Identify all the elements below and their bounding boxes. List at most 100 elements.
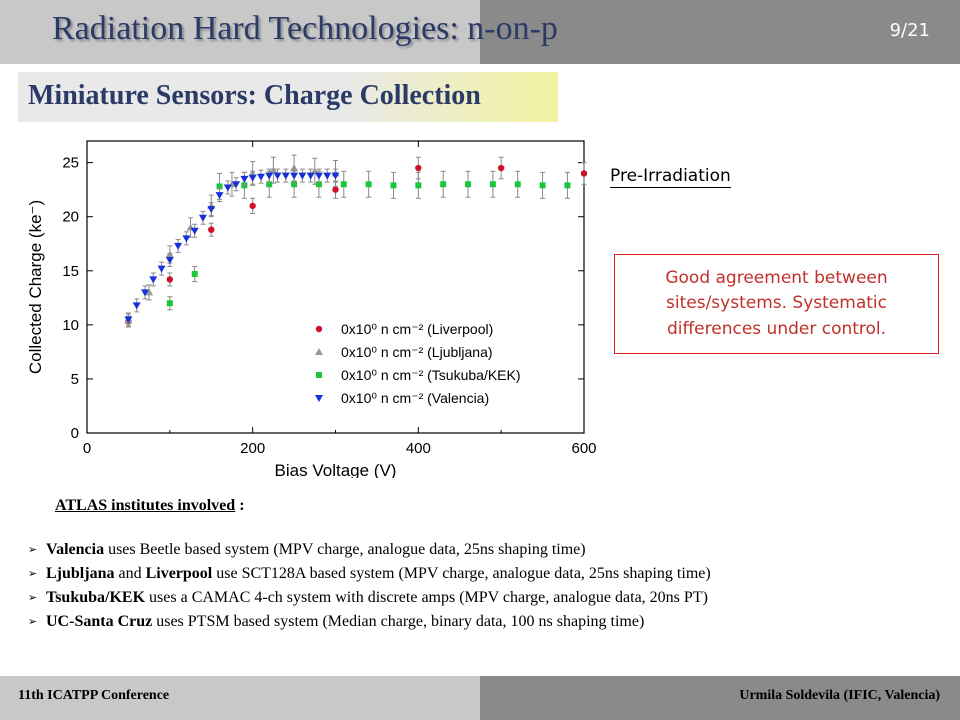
- x-tick-label: 0: [83, 440, 91, 457]
- data-point-series-0: [332, 186, 339, 193]
- data-point-series-2: [191, 271, 198, 278]
- data-point-series-3: [149, 276, 158, 284]
- list-item: ➢ Ljubljana and Liverpool use SCT128A bas…: [28, 562, 948, 586]
- agreement-callout-text: Good agreement between sites/systems. Sy…: [665, 267, 888, 339]
- data-point-series-3: [265, 172, 274, 180]
- data-point-series-2: [539, 182, 546, 189]
- legend-marker: [315, 395, 323, 402]
- data-point-series-3: [174, 242, 183, 250]
- data-point-series-2: [340, 181, 347, 188]
- legend-label: 0x10⁰ n cm⁻² (Tsukuba/KEK): [341, 367, 521, 383]
- legend-label: 0x10⁰ n cm⁻² (Ljubljana): [341, 344, 493, 360]
- x-axis-label: Bias Voltage (V): [275, 461, 397, 478]
- data-point-series-3: [124, 316, 133, 324]
- data-point-series-3: [240, 175, 249, 183]
- data-point-series-2: [315, 181, 322, 188]
- data-point-series-2: [291, 181, 298, 188]
- institute-name: Valencia: [46, 541, 105, 558]
- data-point-series-1: [145, 288, 154, 296]
- data-point-series-3: [248, 174, 257, 182]
- y-tick-label: 10: [62, 317, 79, 334]
- data-point-series-2: [390, 182, 397, 189]
- data-point-series-3: [323, 172, 332, 180]
- data-point-series-0: [166, 276, 174, 283]
- list-item: ➢ Tsukuba/KEK uses a CAMAC 4-ch system wi…: [28, 586, 948, 610]
- data-point-series-2: [440, 181, 447, 188]
- data-point-series-2: [489, 181, 496, 188]
- data-point-series-3: [182, 235, 191, 243]
- charge-collection-chart: 0 200 400 600 0 5 10 15 20 25 Bias Voltage (V) Coll…: [26, 140, 597, 478]
- institute-name: Ljubljana: [46, 565, 115, 582]
- slide-title: Radiation Hard Technologies: n-on-p: [52, 10, 558, 47]
- institutes-heading: ATLAS institutes involved :: [55, 497, 245, 515]
- y-tick-label: 5: [71, 371, 79, 388]
- institute-joiner: and: [114, 565, 146, 582]
- y-tick-label: 25: [62, 155, 79, 172]
- list-item: ➢ UC-Santa Cruz uses PTSM based system (M…: [28, 610, 948, 634]
- institutes-heading-colon: :: [235, 497, 245, 514]
- data-point-series-3: [331, 172, 340, 180]
- data-point-series-3: [190, 227, 199, 235]
- data-point-series-3: [132, 302, 141, 310]
- data-point-series-3: [273, 172, 282, 180]
- data-point-series-3: [314, 172, 323, 180]
- x-tick-label: 200: [240, 440, 265, 457]
- y-tick-label: 20: [62, 209, 79, 226]
- data-point-series-2: [465, 181, 472, 188]
- section-title: Miniature Sensors: Charge Collection: [28, 80, 481, 111]
- institute-description: uses PTSM based system (Median charge, b…: [152, 613, 645, 630]
- legend-marker: [315, 348, 323, 355]
- data-point-series-0: [415, 164, 422, 172]
- data-point-series-3: [232, 181, 241, 189]
- data-point-series-2: [266, 181, 273, 188]
- chart-panel: 0 200 400 600 0 5 10 15 20 25 Bias Voltage (V) Coll…: [17, 128, 607, 478]
- institutes-list: ➢ Valencia uses Beetle based system (MPV …: [28, 538, 948, 634]
- data-point-series-2: [365, 181, 372, 188]
- data-point-series-3: [207, 206, 216, 214]
- y-tick-label: 15: [62, 263, 79, 280]
- data-point-series-3: [256, 173, 265, 181]
- footer-conference: 11th ICATPP Conference: [18, 688, 170, 703]
- legend-label: 0x10⁰ n cm⁻² (Valencia): [341, 390, 489, 406]
- list-item: ➢ Valencia uses Beetle based system (MPV …: [28, 538, 948, 562]
- page-number: 9/21: [889, 20, 930, 41]
- institute-description: use SCT128A based system (MPV charge, an…: [212, 565, 711, 582]
- legend-marker: [315, 325, 323, 333]
- legend-label: 0x10⁰ n cm⁻² (Liverpool): [341, 321, 493, 337]
- x-tick-label: 600: [571, 440, 596, 457]
- data-point-series-3: [290, 172, 299, 180]
- institute-name-second: Liverpool: [145, 565, 213, 582]
- footer-left-band: [0, 676, 480, 720]
- header-left-band: [0, 0, 480, 64]
- legend-marker: [316, 372, 322, 378]
- data-point-series-0: [497, 164, 505, 172]
- arrow-bullet-icon: ➢: [28, 543, 38, 556]
- data-point-series-2: [166, 300, 173, 307]
- institute-description: uses a CAMAC 4-ch system with discrete a…: [145, 589, 708, 606]
- section-title-band: [18, 72, 558, 122]
- x-tick-label: 400: [406, 440, 431, 457]
- arrow-bullet-icon: ➢: [28, 567, 38, 580]
- header-right-band: [480, 0, 960, 64]
- data-point-series-0: [580, 170, 588, 177]
- arrow-bullet-icon: ➢: [28, 591, 38, 604]
- data-point-series-2: [216, 183, 223, 190]
- institute-description: uses Beetle based system (MPV charge, an…: [104, 541, 586, 558]
- data-point-series-3: [140, 289, 149, 297]
- agreement-callout-box: Good agreement between sites/systems. Sy…: [614, 254, 939, 354]
- data-point-series-3: [223, 184, 232, 192]
- data-point-series-3: [306, 172, 315, 180]
- y-axis-label: Collected Charge (ke⁻): [26, 200, 45, 374]
- data-point-series-3: [165, 256, 174, 264]
- data-point-series-3: [281, 172, 290, 180]
- pre-irradiation-label: Pre-Irradiation: [610, 166, 731, 188]
- institute-name: Tsukuba/KEK: [46, 589, 146, 606]
- institute-name: UC-Santa Cruz: [46, 613, 153, 630]
- data-point-series-0: [249, 202, 256, 210]
- data-point-series-0: [208, 226, 215, 233]
- y-tick-label: 0: [71, 425, 79, 442]
- data-point-series-3: [215, 192, 224, 200]
- data-point-series-3: [298, 172, 307, 180]
- data-point-series-1: [310, 167, 319, 175]
- data-point-series-3: [157, 265, 166, 273]
